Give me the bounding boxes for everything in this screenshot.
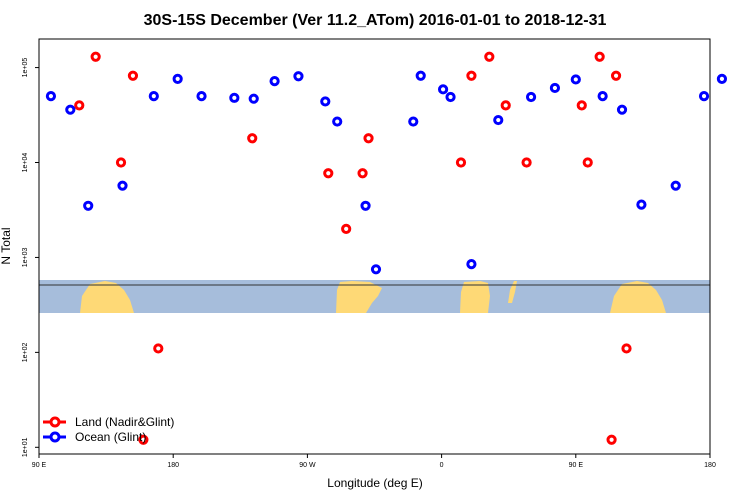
- land-data-point: [341, 223, 352, 234]
- land-data-point: [484, 51, 495, 62]
- ocean-data-point: [320, 96, 331, 107]
- y-tick-label: 1e+01: [22, 437, 29, 457]
- x-tick-label: 90 E: [569, 462, 584, 469]
- land-data-point: [363, 133, 374, 144]
- ocean-data-point: [493, 114, 504, 126]
- ocean-data-point: [437, 84, 449, 95]
- land-data-point: [521, 157, 532, 168]
- y-tick-label: 1e+03: [22, 248, 29, 268]
- plot-frame: [38, 38, 711, 455]
- map-background: [39, 280, 710, 313]
- ocean-data-point: [293, 71, 304, 82]
- x-tick-label: 0: [440, 462, 444, 469]
- legend: Land (Nadir&Glint) Ocean (Glint): [43, 415, 174, 444]
- land-data-point: [357, 168, 368, 179]
- ocean-data-point: [466, 259, 477, 270]
- ocean-data-point: [549, 82, 561, 94]
- land-data-point: [90, 51, 101, 62]
- ocean-data-point: [570, 74, 581, 85]
- legend-land-label: Land (Nadir&Glint): [75, 415, 174, 429]
- y-tick-label: 1e+02: [22, 342, 29, 362]
- land-data-point: [455, 157, 467, 168]
- x-tick-label: 180: [704, 462, 716, 469]
- x-axis-label: Longitude (deg E): [327, 476, 422, 490]
- ocean-data-point: [415, 70, 426, 81]
- land-data-point: [466, 70, 477, 81]
- map-land-australia-left: [80, 281, 134, 313]
- ocean-data-point: [248, 93, 259, 104]
- map-land-madagascar: [508, 281, 517, 303]
- x-tick-label: 90 W: [299, 462, 316, 469]
- land-data-point: [138, 434, 149, 445]
- land-data-point: [576, 100, 587, 111]
- ocean-data-point: [172, 73, 183, 84]
- land-data-point: [621, 343, 632, 354]
- land-data-point: [115, 157, 127, 168]
- legend-land-marker: [49, 416, 61, 428]
- y-tick-label: 1e+05: [22, 58, 29, 78]
- land-data-point: [127, 70, 139, 81]
- land-data-point: [74, 100, 85, 111]
- ocean-data-point: [636, 199, 647, 210]
- ocean-data-point: [45, 91, 57, 102]
- y-axis-label: N Total: [0, 227, 13, 264]
- x-axis: 90 E 180 90 W 0 90 E 180: [32, 454, 716, 469]
- chart-title: 30S-15S December (Ver 11.2_ATom) 2016-01…: [144, 12, 607, 29]
- ocean-data-point: [196, 91, 207, 102]
- land-data-point: [582, 157, 593, 168]
- y-tick-label: 1e+04: [22, 153, 29, 173]
- land-data-point: [153, 343, 164, 354]
- ocean-data-point: [148, 91, 159, 102]
- ocean-data-point: [408, 116, 419, 127]
- map-land-africa: [460, 281, 490, 313]
- x-tick-label: 90 E: [32, 462, 47, 469]
- ocean-data-point: [445, 91, 456, 103]
- ocean-data-point: [83, 200, 94, 211]
- ocean-data-point: [65, 104, 76, 115]
- ocean-data-point: [716, 73, 728, 84]
- ocean-data-point: [360, 200, 371, 211]
- ocean-data-point: [332, 116, 343, 127]
- map-land-australia-right: [610, 281, 666, 313]
- land-data-point: [247, 133, 258, 144]
- map-land-south-america: [336, 281, 382, 313]
- ocean-data-point: [525, 91, 537, 103]
- ocean-data-point: [117, 180, 128, 191]
- ocean-data-point: [269, 76, 280, 87]
- land-data-point: [606, 434, 617, 445]
- x-tick-label: 180: [167, 462, 179, 469]
- ocean-data-point: [370, 264, 382, 275]
- data-points: [45, 51, 728, 445]
- ocean-data-point: [616, 104, 628, 115]
- ocean-data-point: [698, 91, 710, 102]
- legend-ocean-marker: [49, 431, 61, 443]
- land-data-point: [594, 51, 605, 62]
- ocean-data-point: [229, 92, 240, 103]
- land-data-point: [500, 100, 511, 111]
- legend-ocean-label: Ocean (Glint): [75, 430, 146, 444]
- y-axis: 1e+01 1e+02 1e+03 1e+04 1e+05: [22, 58, 39, 457]
- ocean-data-point: [597, 91, 608, 102]
- ocean-data-point: [670, 180, 681, 191]
- land-data-point: [323, 168, 334, 179]
- land-data-point: [610, 70, 622, 81]
